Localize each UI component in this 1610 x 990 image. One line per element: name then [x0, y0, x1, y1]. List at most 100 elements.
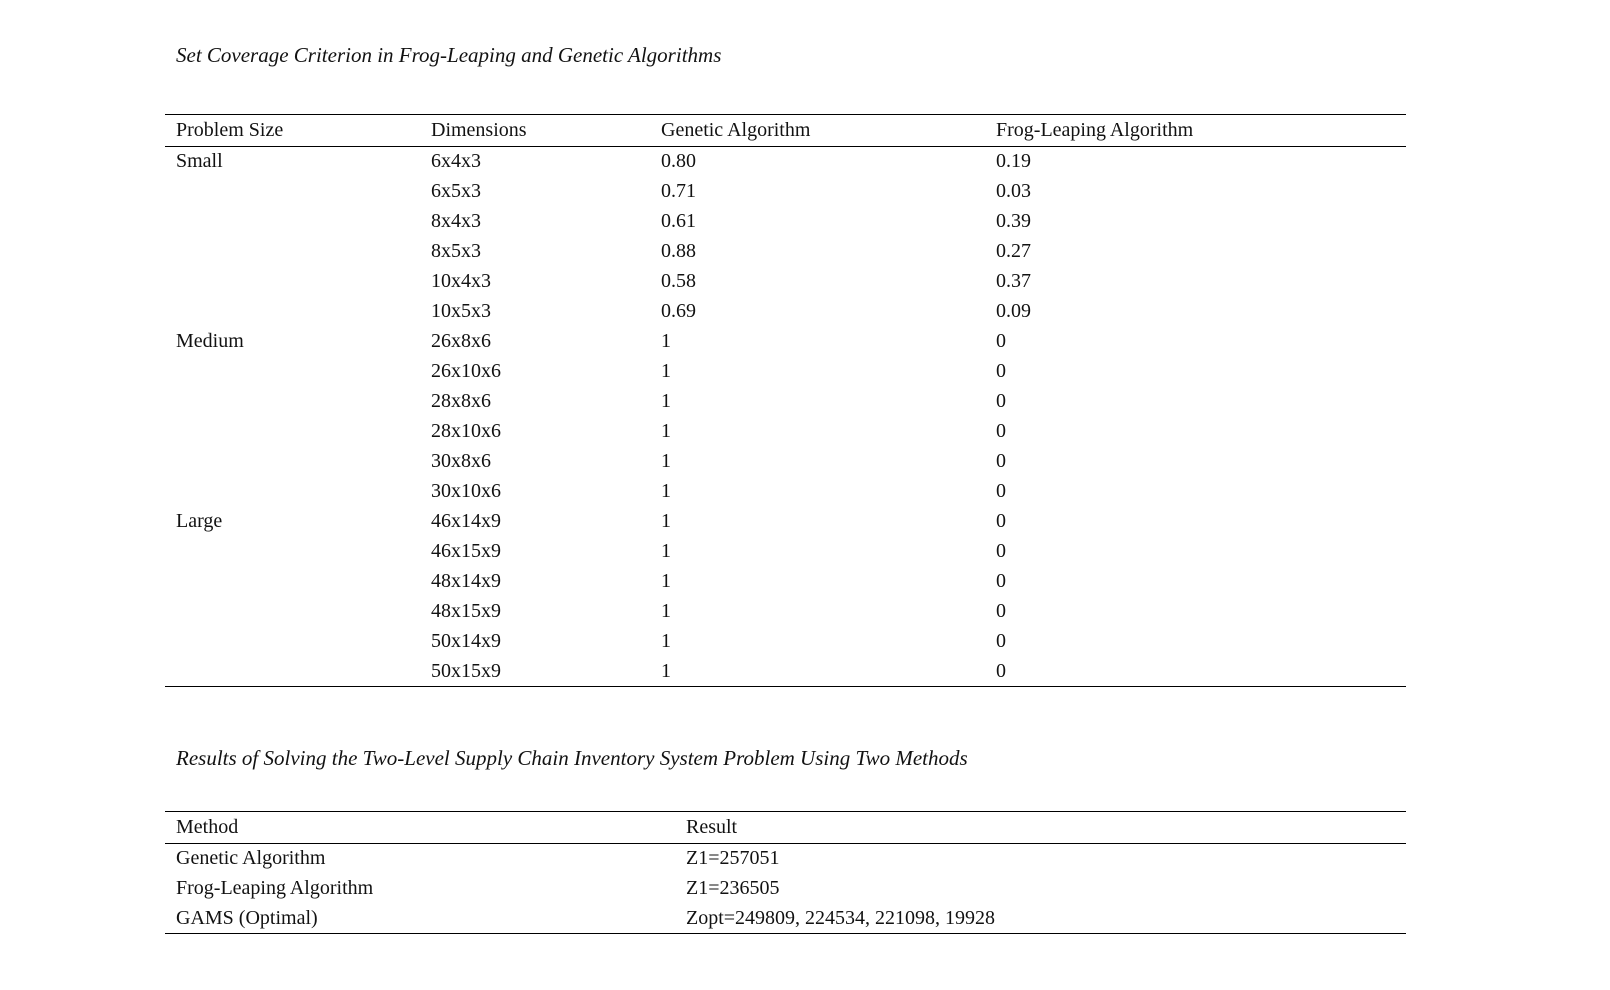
table1-cell-dims: 8x5x3 [431, 240, 481, 262]
table1-row: Small 6x4x3 0.80 0.19 [165, 147, 1406, 177]
table1-cell-dims: 30x8x6 [431, 450, 491, 472]
table1-cell-dims: 6x5x3 [431, 180, 481, 202]
table1-header: Problem Size Dimensions Genetic Algorithm F… [165, 115, 1406, 147]
table1-cell-size [165, 297, 420, 327]
table2-body: Genetic Algorithm Z1=257051 Frog-Leaping A… [165, 844, 1406, 934]
table1-cell-size [165, 177, 420, 207]
table1-cell-ga: 0.58 [661, 270, 696, 292]
table2-header-row: Method Result [165, 812, 1406, 844]
table2-cell-method: GAMS (Optimal) [176, 906, 318, 929]
table1-cell-dims: 50x15x9 [431, 659, 501, 682]
table2-header: Method Result [165, 812, 1406, 844]
table1-cell-size [165, 267, 420, 297]
table1-cell-size [165, 627, 420, 657]
table1-cell-size [165, 567, 420, 597]
table1-cell-ga: 1 [661, 570, 671, 592]
table1-cell-ga: 0.61 [661, 210, 696, 232]
table1-cell-ga: 0.71 [661, 180, 696, 202]
table2-cell-result: Zopt=249809, 224534, 221098, 19928 [686, 906, 996, 929]
table1-cell-fla: 0.03 [996, 180, 1031, 202]
table1-cell-size [165, 657, 420, 687]
table1-cell-dims: 26x8x6 [431, 330, 491, 352]
table1-cell-size [165, 537, 420, 567]
table1-row: 48x15x9 1 0 [165, 597, 1406, 627]
table1-cell-size [165, 387, 420, 417]
table1-cell-dims: 8x4x3 [431, 210, 481, 232]
table1-cell-ga: 1 [661, 330, 671, 352]
table1-col-header-0: Problem Size [176, 119, 284, 141]
table1-cell-fla: 0.19 [996, 150, 1031, 173]
table1-cell-size [165, 207, 420, 237]
table1-cell-size: Large [176, 510, 223, 532]
table1-cell-size: Medium [176, 330, 244, 352]
table1-cell-size [165, 447, 420, 477]
table1-col-header-2: Genetic Algorithm [661, 119, 811, 141]
table1-cell-size: Small [176, 150, 223, 173]
table1-cell-fla: 0 [996, 630, 1006, 652]
table1-row: 48x14x9 1 0 [165, 567, 1406, 597]
table1: Problem Size Dimensions Genetic Algorithm F… [165, 114, 1406, 687]
table1-cell-ga: 1 [661, 510, 671, 532]
table2: Method Result Genetic Algorithm Z1=257051 F… [165, 811, 1406, 934]
table1-row: 28x8x6 1 0 [165, 387, 1406, 417]
table1-cell-fla: 0 [996, 390, 1006, 412]
table1-cell-dims: 46x14x9 [431, 510, 501, 532]
table1-cell-fla: 0 [996, 510, 1006, 532]
table1-cell-size [165, 357, 420, 387]
table1-cell-ga: 1 [661, 420, 671, 442]
table1-cell-size [165, 237, 420, 267]
table1-row: 10x5x3 0.69 0.09 [165, 297, 1406, 327]
table1-cell-dims: 30x10x6 [431, 480, 501, 502]
table1-cell-ga: 0.69 [661, 300, 696, 322]
table1-body: Small 6x4x3 0.80 0.19 6x5x3 0.71 0.03 8x4x3 0.61… [165, 147, 1406, 687]
table2-row: GAMS (Optimal) Zopt=249809, 224534, 22109… [165, 904, 1406, 934]
table1-cell-dims: 50x14x9 [431, 630, 501, 652]
table1-cell-fla: 0 [996, 659, 1006, 682]
table1-cell-fla: 0.39 [996, 210, 1031, 232]
table1-cell-fla: 0 [996, 330, 1006, 352]
table1-cell-fla: 0 [996, 540, 1006, 562]
table1-cell-fla: 0.37 [996, 270, 1031, 292]
table1-row: 30x8x6 1 0 [165, 447, 1406, 477]
table2-col-header-1: Result [686, 816, 738, 838]
table1-header-row: Problem Size Dimensions Genetic Algorithm F… [165, 115, 1406, 147]
table1-cell-dims: 26x10x6 [431, 360, 501, 382]
table1-cell-fla: 0.09 [996, 300, 1031, 322]
table1-col-header-1: Dimensions [431, 119, 527, 141]
table2-col-header-0: Method [176, 816, 239, 838]
table1-row: Large 46x14x9 1 0 [165, 507, 1406, 537]
table1-cell-ga: 1 [661, 540, 671, 562]
table1-row: 28x10x6 1 0 [165, 417, 1406, 447]
table2-cell-method: Frog-Leaping Algorithm [176, 877, 374, 899]
table1-cell-ga: 1 [661, 480, 671, 502]
table1-cell-fla: 0 [996, 570, 1006, 592]
table2-row: Frog-Leaping Algorithm Z1=236505 [165, 874, 1406, 904]
table1-cell-dims: 28x10x6 [431, 420, 501, 442]
table2-cell-result: Z1=236505 [686, 877, 780, 899]
table1-cell-fla: 0.27 [996, 240, 1031, 262]
table1-cell-dims: 48x14x9 [431, 570, 501, 592]
table1-cell-dims: 46x15x9 [431, 540, 501, 562]
document-page: Set Coverage Criterion in Frog-Leaping a… [165, 0, 1406, 934]
table1-cell-dims: 6x4x3 [431, 150, 481, 173]
table2-cell-result: Z1=257051 [686, 847, 780, 870]
table2-cell-method: Genetic Algorithm [176, 847, 326, 870]
table1-caption: Set Coverage Criterion in Frog-Leaping a… [176, 43, 722, 67]
table1-cell-ga: 1 [661, 450, 671, 472]
table1-cell-fla: 0 [996, 480, 1006, 502]
table1-cell-fla: 0 [996, 420, 1006, 442]
table1-row: 10x4x3 0.58 0.37 [165, 267, 1406, 297]
table1-cell-ga: 1 [661, 360, 671, 382]
table1-col-header-3: Frog-Leaping Algorithm [996, 119, 1194, 141]
table1-cell-size [165, 417, 420, 447]
table1-cell-dims: 10x5x3 [431, 300, 491, 322]
table1-row: Medium 26x8x6 1 0 [165, 327, 1406, 357]
table1-row: 50x14x9 1 0 [165, 627, 1406, 657]
table1-cell-ga: 0.80 [661, 150, 696, 173]
table2-caption: Results of Solving the Two-Level Supply … [176, 746, 968, 770]
table1-row: 8x4x3 0.61 0.39 [165, 207, 1406, 237]
table1-cell-ga: 1 [661, 600, 671, 622]
table1-cell-dims: 28x8x6 [431, 390, 491, 412]
table1-cell-ga: 1 [661, 390, 671, 412]
table1-row: 8x5x3 0.88 0.27 [165, 237, 1406, 267]
